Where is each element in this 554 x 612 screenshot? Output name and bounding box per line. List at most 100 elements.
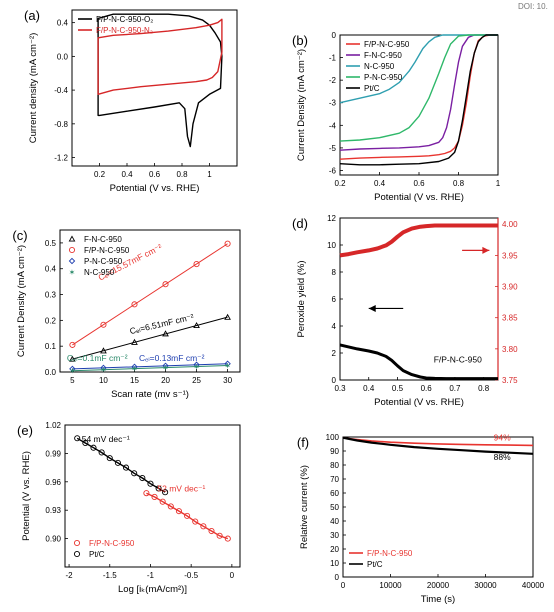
series-f-p-n-c-950-point <box>208 527 215 535</box>
panel-label-d: (d) <box>292 216 308 231</box>
y-tick-label: -1 <box>329 54 337 63</box>
y-tick-label: 0 <box>335 573 340 582</box>
legend-label: P-N-C-950 <box>84 257 123 266</box>
series-n-c-950-point: ✶ <box>100 366 107 375</box>
y-tick-label: -4 <box>329 121 337 130</box>
x-tick-label: 40000 <box>522 581 545 590</box>
x-tick-label: -1 <box>147 571 155 580</box>
x-tick-label: 30 <box>223 376 232 385</box>
y-tick-label: -2 <box>329 76 337 85</box>
panel-d: (d) 0.3 0.4 0.5 0.6 0.7 0.8 0 2 4 6 8 10 12 3.75 3.80 3.… <box>292 214 518 408</box>
x-tick-label: 0.8 <box>176 170 188 179</box>
series-p-n-c-950-point <box>100 364 107 372</box>
y-tick-label: 30 <box>330 531 339 540</box>
plot-frame-c <box>59 229 241 373</box>
x-tick-label: 0.3 <box>334 384 346 393</box>
series-pt-c-point <box>74 435 81 442</box>
legend-label: Pt/C <box>367 560 383 569</box>
series-pt-c-point <box>162 489 169 496</box>
series-pt-c-point <box>139 474 146 482</box>
panel-a: (a) 0.2 0.4 0.6 0.8 1 -1.2 -0.8 -0.4 0.0 0.4 Potent… <box>24 8 238 194</box>
series-pt-c-point <box>98 449 105 456</box>
series-pt-c-point <box>82 439 89 447</box>
series-f-p-n-c-950-line <box>146 492 229 540</box>
y-axis-label: Potential (V vs. RHE) <box>21 451 32 541</box>
legend-label: N-C-950 <box>364 62 395 71</box>
series-n-line <box>339 223 498 258</box>
legend-marker <box>73 550 81 558</box>
annotation-arrowhead <box>368 304 376 312</box>
series-peroxide-yield-line <box>339 343 498 381</box>
y-tick-label: 0.0 <box>57 52 69 61</box>
y2-tick-label: 3.95 <box>502 251 518 260</box>
panel-c: (c) 5 10 15 20 25 30 0.0 0.1 0.2 0.3 0.4 0.5 Scan rat… <box>12 228 241 400</box>
y-tick-label: 0.4 <box>57 19 69 28</box>
series-f-n-c-950-line <box>339 34 498 151</box>
y-tick-label: 0.96 <box>45 478 61 487</box>
series-f-p-n-c-950-line <box>339 34 498 160</box>
y-tick-label: 70 <box>330 475 339 484</box>
y-tick-label: 2 <box>332 349 337 358</box>
series-f-p-n-c-950-point <box>159 498 166 505</box>
x-tick-label: 0.5 <box>392 384 404 393</box>
y-tick-label: -3 <box>329 99 337 108</box>
series-n-c-950-point: ✶ <box>162 364 169 373</box>
x-tick-label: 0.4 <box>363 384 375 393</box>
y-tick-label: -0.4 <box>54 86 68 95</box>
series-f-p-n-c-950-fit-line <box>72 243 228 346</box>
series-f-p-n-c-950-point <box>216 532 223 539</box>
y-tick-label: 0.93 <box>45 506 61 515</box>
series-pt-c-point <box>155 485 162 492</box>
x-tick-label: 20000 <box>427 581 450 590</box>
series-f-n-c-950-point <box>69 355 76 362</box>
series-f-n-c-950-point <box>162 330 169 337</box>
panel-label-b: (b) <box>292 33 308 48</box>
x-axis-label: Potential (V vs. RHE) <box>374 192 464 203</box>
x-tick-label: -0.5 <box>184 571 198 580</box>
y2-tick-label: 3.80 <box>502 345 518 354</box>
legend-label: F/P-N-C-950-O₂ <box>96 15 153 24</box>
y2-tick-label: 3.90 <box>502 283 518 292</box>
y-tick-label: 1.02 <box>45 421 61 430</box>
y-tick-label: -0.8 <box>54 120 68 129</box>
annotation-text: 54 mV dec⁻¹ <box>82 434 130 444</box>
annotation-text: 94% <box>494 433 511 443</box>
y-tick-label: -5 <box>329 144 337 153</box>
y-tick-label: -1.2 <box>54 154 68 163</box>
series-n-c-950-point: ✶ <box>69 367 76 376</box>
y-tick-label: 100 <box>326 433 340 442</box>
x-tick-label: 1 <box>207 170 212 179</box>
y-axis-label: Current Density (mA cm⁻²) <box>296 49 307 161</box>
y-tick-label: 0.99 <box>45 449 61 458</box>
y-tick-label: 0.5 <box>45 239 57 248</box>
y-tick-label: 80 <box>330 461 339 470</box>
x-tick-label: 1 <box>496 179 501 188</box>
panel-label-a: (a) <box>24 8 40 23</box>
y-tick-label: 50 <box>330 503 339 512</box>
legend-label: F/P-N-C-950-N₂ <box>96 26 153 35</box>
x-tick-label: 0.2 <box>334 179 346 188</box>
legend-label: F/P-N-C-950 <box>84 246 130 255</box>
panel-label-c: (c) <box>12 228 27 243</box>
series-f-p-n-c-950-n--line <box>97 18 223 96</box>
series-pt-c-point <box>114 459 121 466</box>
series-f-n-c-950-point <box>100 347 107 354</box>
series-f-p-n-c-950-point <box>131 301 138 308</box>
y-axis-label: Peroxide yield (%) <box>296 260 307 337</box>
x-tick-label: 0.8 <box>478 384 490 393</box>
series-f-n-c-950-point <box>193 322 200 329</box>
series-f-p-n-c-950-point <box>162 281 169 288</box>
x-tick-label: 0.7 <box>449 384 461 393</box>
series-f-n-c-950-fit-line <box>72 316 228 360</box>
legend-label: Pt/C <box>364 84 380 93</box>
annotation-text: 52 mV dec⁻¹ <box>157 483 205 493</box>
x-tick-label: 0 <box>341 581 346 590</box>
annotation-arrowhead <box>482 246 490 254</box>
annotation-text: Cₑₗ=6.51mF cm⁻² <box>129 312 195 337</box>
x-tick-label: 15 <box>130 376 139 385</box>
x-tick-label: 0.4 <box>374 179 386 188</box>
series-p-n-c-950-point <box>224 360 231 367</box>
x-tick-label: 0.6 <box>421 384 433 393</box>
legend-marker: ✶ <box>69 268 76 277</box>
x-tick-label: 10 <box>99 376 108 385</box>
